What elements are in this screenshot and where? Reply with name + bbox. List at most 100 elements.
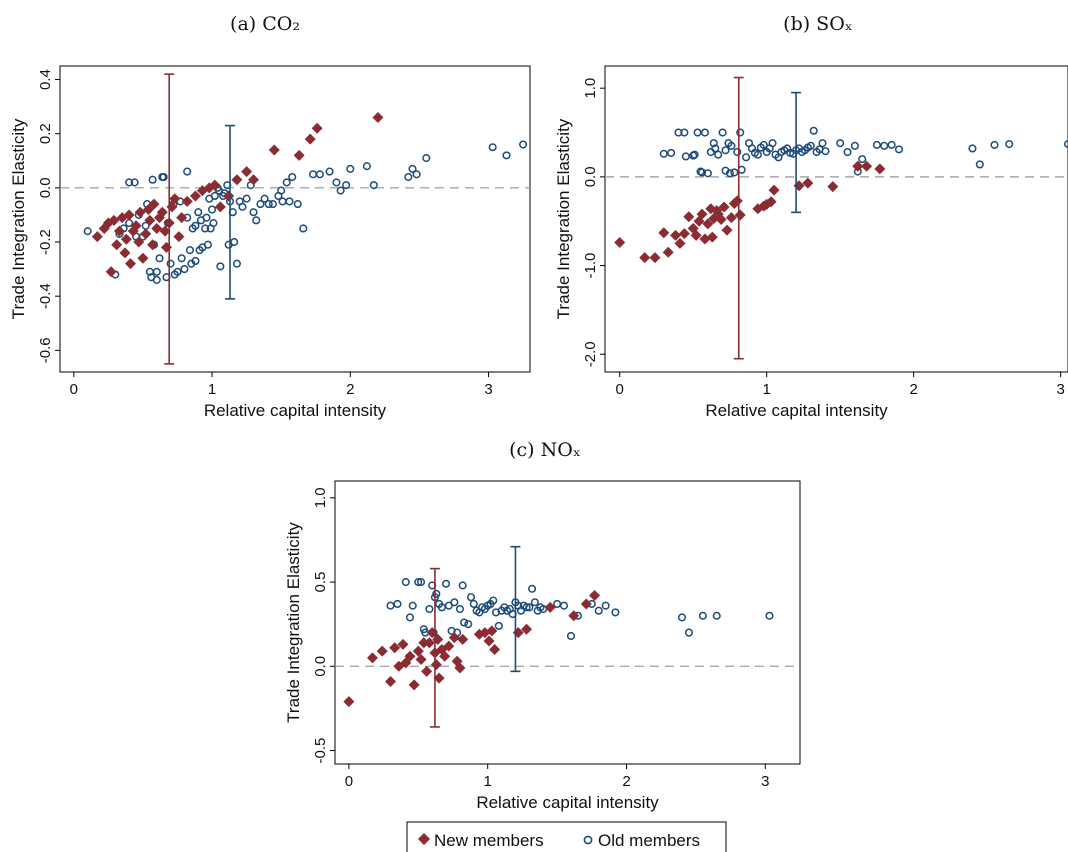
new-member-point: [802, 177, 814, 189]
old-member-point: [432, 589, 441, 598]
old-member-point: [858, 155, 867, 164]
x-tick-label: 2: [909, 381, 917, 398]
old-member-point: [293, 200, 302, 209]
old-member-point: [458, 581, 467, 590]
new-member-point: [108, 214, 120, 226]
old-member-point: [703, 169, 712, 178]
y-tick-label: -0.2: [37, 229, 54, 255]
x-axis-label: Relative capital intensity: [705, 401, 888, 420]
y-tick-label: 1.0: [582, 78, 599, 99]
old-member-point: [768, 139, 777, 148]
old-member-point: [441, 579, 451, 588]
old-member-point: [725, 169, 734, 178]
new-member-point: [173, 231, 185, 243]
old-member-point: [299, 224, 308, 233]
old-member-point: [990, 140, 999, 149]
old-member-point: [718, 128, 727, 137]
plot-frame: [59, 65, 531, 373]
x-tick-label: 3: [761, 773, 769, 790]
old-member-point: [191, 221, 200, 230]
y-tick-label: 0.0: [582, 166, 599, 187]
new-member-point: [311, 122, 323, 134]
old-member-point: [444, 601, 453, 610]
new-member-point: [137, 252, 149, 264]
old-member-point: [677, 613, 687, 622]
new-member-point: [765, 196, 777, 208]
sox-panel: (b) SOₓ 0 1 2 3 -2.0 -1.0 0.0 1.0 Relative capita…: [554, 13, 1068, 420]
old-member-point: [130, 178, 139, 187]
old-member-point: [393, 599, 402, 609]
old-member-point: [256, 200, 265, 209]
new-member-point: [376, 645, 388, 657]
old-member-point: [148, 175, 157, 184]
old-member-point: [404, 172, 413, 182]
old-member-point: [659, 149, 668, 158]
y-axis-label: Trade Integration Elasticity: [9, 118, 28, 319]
legend-label-old-members: Old members: [598, 831, 700, 850]
old-member-point: [332, 178, 341, 187]
x-axis-label: Relative capital intensity: [204, 401, 387, 420]
old-member-point: [753, 150, 762, 159]
new-member-point: [214, 201, 226, 213]
old-member-point: [83, 227, 92, 236]
new-member-point: [105, 266, 117, 278]
new-member-point: [408, 679, 420, 691]
old-member-point: [806, 141, 815, 150]
old-member-point: [264, 200, 273, 209]
y-tick-label: -0.6: [37, 337, 54, 363]
new-member-point: [159, 225, 171, 237]
old-member-point: [559, 601, 569, 610]
old-member-point: [711, 144, 720, 153]
old-member-point: [155, 254, 164, 263]
new-member-point: [231, 174, 243, 186]
old-member-point: [194, 208, 203, 217]
nox-panel-title: (c) NOₓ: [509, 439, 581, 461]
old-member-point: [282, 178, 291, 187]
new-member-point: [734, 209, 746, 221]
old-member-point: [288, 172, 297, 182]
old-member-point: [208, 205, 217, 214]
new-member-point: [113, 225, 125, 237]
old-member-point: [252, 216, 261, 225]
old-member-point: [342, 181, 351, 190]
old-member-point: [464, 620, 473, 629]
sox-panel-title: (b) SOₓ: [783, 13, 853, 35]
old-member-point: [152, 275, 161, 284]
diamond-icon: [418, 833, 430, 845]
old-member-point: [721, 146, 730, 155]
old-member-point: [709, 139, 718, 148]
old-member-point: [466, 593, 476, 602]
new-member-point: [568, 610, 580, 622]
plot-frame: [334, 480, 801, 765]
new-member-point: [731, 195, 743, 207]
co2-panel: (a) CO₂ 0 1 2 3 -0.6 -0.4 -0.2 0.0 0.2 0.4 Relative…: [9, 13, 531, 420]
old-member-point: [216, 262, 225, 271]
legend-box: [406, 821, 727, 852]
old-member-point: [736, 128, 745, 137]
old-member-point: [125, 178, 134, 187]
old-member-point: [566, 631, 576, 641]
new-member-point: [706, 231, 718, 243]
old-member-point: [488, 143, 497, 152]
new-member-point: [649, 252, 661, 264]
old-member-point: [706, 147, 715, 157]
old-member-point: [450, 598, 459, 607]
new-member-point: [160, 241, 172, 253]
old-member-point: [230, 237, 239, 247]
new-member-point: [119, 247, 131, 259]
old-member-point: [408, 601, 417, 610]
new-member-point: [304, 133, 316, 145]
new-member-point: [614, 237, 626, 249]
y-tick-label: -0.4: [37, 283, 54, 309]
old-member-point: [594, 606, 603, 615]
old-member-point: [727, 141, 736, 150]
old-member-point: [553, 599, 562, 609]
new-member-point: [690, 229, 702, 241]
new-member-point: [421, 665, 433, 677]
old-member-point: [469, 599, 478, 609]
old-member-point: [880, 141, 889, 150]
new-member-point: [293, 149, 305, 161]
new-member-point: [486, 625, 498, 637]
new-member-point: [702, 218, 714, 230]
new-member-point: [169, 193, 181, 205]
